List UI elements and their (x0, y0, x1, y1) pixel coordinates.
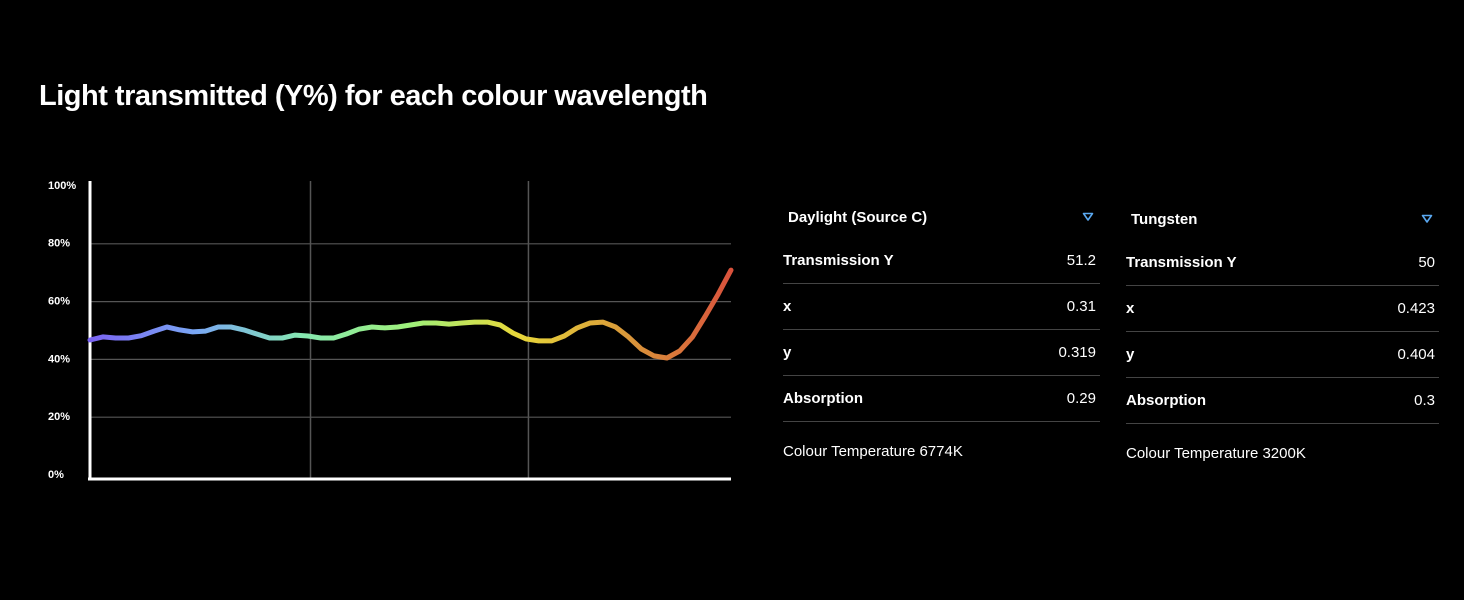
transmission-line (87, 267, 734, 361)
table-row: y 0.319 (783, 330, 1100, 376)
y-tick-label: 100% (48, 180, 76, 192)
dropdown-icon[interactable] (1421, 214, 1433, 224)
row-value: 50 (1418, 254, 1435, 271)
y-tick-label: 20% (48, 411, 70, 423)
page-title: Light transmitted (Y%) for each colour w… (39, 80, 708, 112)
y-tick-label: 40% (48, 353, 70, 365)
row-value: 0.404 (1397, 346, 1435, 363)
row-value: 0.319 (1058, 344, 1096, 361)
table-row: Transmission Y 50 (1126, 240, 1439, 286)
dropdown-icon[interactable] (1082, 212, 1094, 222)
row-value: 0.423 (1397, 300, 1435, 317)
y-tick-label: 80% (48, 238, 70, 250)
panel-header[interactable]: Tungsten (1126, 198, 1439, 240)
table-row: x 0.423 (1126, 286, 1439, 332)
panel-footer: Colour Temperature 3200K (1126, 445, 1306, 462)
y-tick-label: 60% (48, 296, 70, 308)
row-label: y (783, 344, 792, 361)
row-label: Transmission Y (1126, 254, 1237, 271)
row-label: Absorption (783, 390, 863, 407)
table-row: Transmission Y 51.2 (783, 238, 1100, 284)
panel-title: Daylight (Source C) (788, 208, 928, 226)
panel-footer: Colour Temperature 6774K (783, 443, 963, 460)
table-row: y 0.404 (1126, 332, 1439, 378)
row-value: 0.3 (1414, 392, 1435, 409)
row-label: Absorption (1126, 392, 1206, 409)
row-label: y (1126, 346, 1135, 363)
table-row: x 0.31 (783, 284, 1100, 330)
row-value: 51.2 (1066, 252, 1096, 269)
row-label: x (783, 298, 792, 315)
panel: Daylight (Source C) Transmission Y 51.2 x 0.… (783, 196, 1100, 460)
table-row: Absorption 0.29 (783, 376, 1100, 422)
row-value: 0.29 (1066, 390, 1096, 407)
row-label: x (1126, 300, 1135, 317)
chart: 0% 20% 40% 60% 80% 100% (48, 180, 734, 481)
y-tick-label: 0% (48, 469, 64, 481)
table-row: Absorption 0.3 (1126, 378, 1439, 424)
panel-title: Tungsten (1131, 210, 1198, 228)
panel: Tungsten Transmission Y 50 x 0.423 y 0.404 Abso… (1126, 198, 1439, 462)
panel-header[interactable]: Daylight (Source C) (783, 196, 1100, 238)
row-label: Transmission Y (783, 252, 894, 269)
row-value: 0.31 (1066, 298, 1096, 315)
